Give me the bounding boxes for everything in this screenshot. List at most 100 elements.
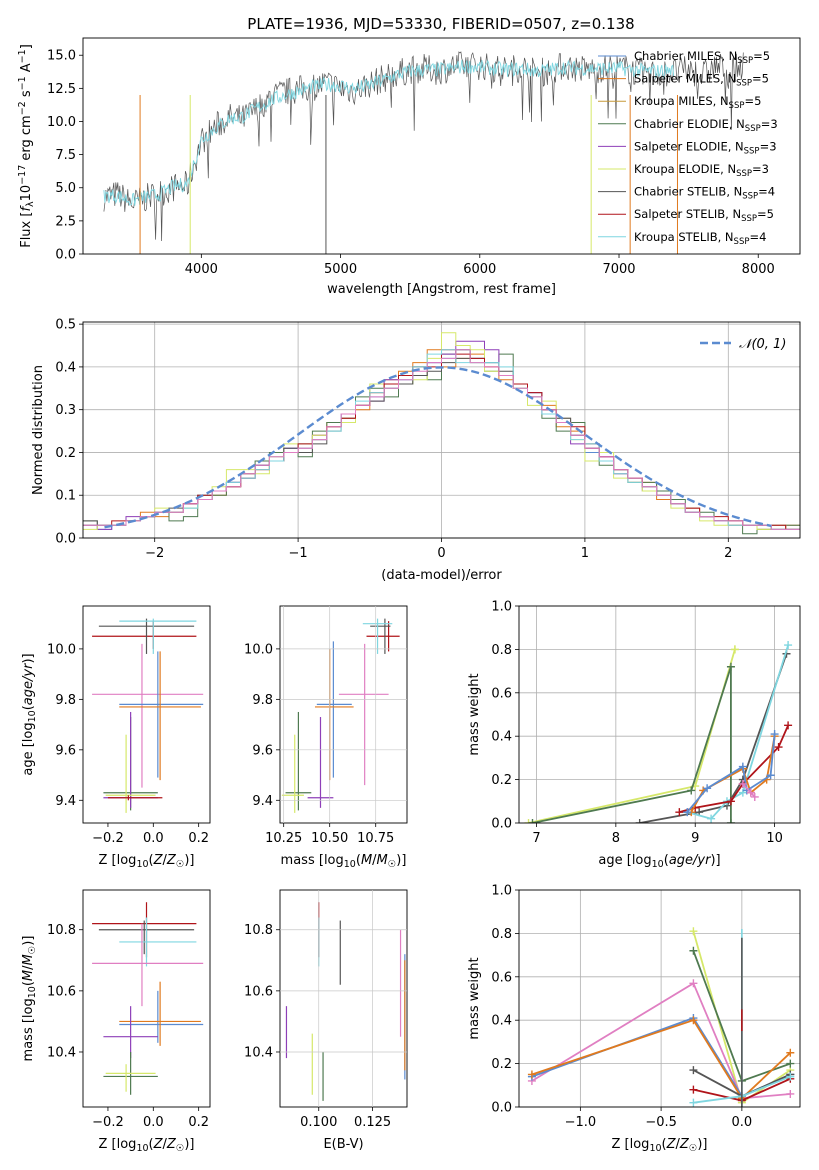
spectrum-ylabel: Flux [fλ10−17 erg cm−2 s−1 A−1] — [17, 44, 36, 248]
mass_vs_Z-xtick-label: 0.2 — [188, 1115, 209, 1130]
age_vs_Z-xlabel-part: 10 — [136, 859, 148, 870]
massweight-point-marker — [784, 721, 793, 730]
legend-entry: Salpeter ELODIE, NSSP=3 — [634, 139, 777, 156]
massweight-point-marker — [746, 788, 755, 797]
mass_vs_Z-xlabel-part: log — [117, 1137, 137, 1152]
residuals-xtick-label: −2 — [145, 546, 164, 561]
mass_vs_Z-xlabel-part: Z — [166, 1137, 177, 1152]
residuals-ytick-label: 0.5 — [55, 318, 76, 333]
massweight-point-marker — [675, 808, 684, 817]
massweight-point-marker — [730, 645, 739, 654]
mass_vs_Z-xlabel-part: Z — [153, 1137, 164, 1152]
massweight-point-marker — [528, 819, 537, 823]
spectrum-ylabel-part: Flux [ — [19, 212, 34, 248]
legend-entry-text: Kroupa ELODIE, N — [634, 162, 736, 176]
legend-entry-tail: =4 — [758, 185, 775, 199]
massweight-point-marker — [784, 641, 793, 650]
legend-entry-text: Chabrier MILES, N — [634, 49, 737, 63]
age_vs_Z-xlabel-part: / — [163, 853, 168, 868]
age_vs_Z-xtick-label: 0.2 — [188, 831, 209, 846]
mass_vs_Z-ylabel-part: M — [21, 970, 36, 981]
massweight_vs_age-xtick-label: 8 — [612, 831, 620, 846]
spectrum-ytick-label: 5.0 — [55, 181, 76, 196]
age_vs_mass-ytick-label: 9.4 — [252, 794, 273, 809]
legend-entry-sub: SSP — [734, 237, 750, 247]
massweight-point-marker — [786, 1048, 795, 1057]
spectrum-xtick-label: 8000 — [742, 262, 775, 277]
massweight-series-line — [532, 666, 732, 823]
spectrum-xtick-label: 6000 — [463, 262, 496, 277]
legend-entry-tail: =3 — [752, 162, 769, 176]
massweight-point-marker — [689, 1066, 698, 1075]
massweight_vs_Z-xlabel-part: / — [676, 1137, 681, 1152]
spectrum-ytick-label: 10.0 — [47, 115, 76, 130]
spectrum-ytick-label: 2.5 — [55, 214, 76, 229]
massweight-point-marker — [786, 1072, 795, 1081]
mass_vs_Z-xlabel-part: / — [163, 1137, 168, 1152]
massweight_vs_age-xlabel: age [log10(age/yr)] — [598, 853, 720, 870]
massweight_vs_Z-ytick-label: 0.6 — [491, 970, 512, 985]
massweight_vs_age-xlabel-part: 10 — [652, 859, 664, 870]
age_vs_mass-ytick-label: 9.8 — [252, 693, 273, 708]
massweight_vs_age-xtick-label: 9 — [691, 831, 699, 846]
massweight-point-marker — [689, 1085, 698, 1094]
age_vs_Z-xlabel-part: )] — [184, 853, 194, 868]
massweight_vs_Z-xtick-label: 0.0 — [732, 1115, 753, 1130]
massweight_vs_Z-xlabel-part: Z [ — [611, 1137, 629, 1152]
massweight_vs_age-ytick-label: 0.8 — [491, 643, 512, 658]
massweight-point-marker — [524, 819, 533, 823]
massweight_vs_age-ytick-label: 0.6 — [491, 686, 512, 701]
mass_vs_Z-ytick-label: 10.4 — [47, 1045, 76, 1060]
age_vs_Z-ylabel-part: 10 — [27, 710, 38, 722]
age_vs_Z-xlabel-part: Z [ — [98, 853, 116, 868]
spectrum-xtick-label: 7000 — [602, 262, 635, 277]
mass_vs_Z-ylabel-part: mass [ — [21, 1018, 36, 1061]
massweight_vs_Z-ytick-label: 1.0 — [491, 884, 512, 899]
normal-curve-line — [104, 366, 772, 529]
mass_vs_ebv-ytick-label: 10.6 — [244, 984, 273, 999]
legend-entry: Salpeter STELIB, NSSP=5 — [634, 207, 774, 224]
age_vs_Z-xtick-label: 0.0 — [143, 831, 164, 846]
mass_vs_Z-ytick-label: 10.6 — [47, 984, 76, 999]
residuals-ytick-label: 0.3 — [55, 403, 76, 418]
legend-entry-text: Chabrier ELODIE, N — [634, 117, 745, 131]
legend-entry-sub: SSP — [744, 146, 760, 156]
residuals-ylabel: Normed distribution — [31, 365, 46, 495]
figure-title: PLATE=1936, MJD=53330, FIBERID=0507, z=0… — [247, 15, 634, 33]
residuals-xlabel: (data-model)/error — [381, 568, 502, 583]
legend-entry-sub: SSP — [729, 101, 745, 111]
legend-entry-text: Chabrier STELIB, N — [634, 185, 742, 199]
mass_vs_Z-xlabel-part: ☉ — [176, 1143, 185, 1154]
massweight_vs_Z-panel: −1.0 −0.5 0.00.00.20.40.60.81.0Z [log10(Z/… — [467, 884, 801, 1154]
legend-entry-tail: =5 — [744, 94, 761, 108]
legend-entry: Salpeter MILES, NSSP=5 — [634, 72, 769, 89]
massweight-series-line — [686, 733, 776, 813]
age_vs_Z-ytick-label: 10.0 — [47, 642, 76, 657]
massweight-point-marker — [689, 979, 698, 988]
massweight-point-marker — [689, 927, 698, 936]
massweight-point-marker — [689, 1098, 698, 1107]
mass_vs_Z-panel: −0.2 0.0 0.210.410.610.8Z [log10(Z/Z☉)]mas… — [21, 889, 211, 1154]
legend-entry-sub: SSP — [745, 124, 761, 134]
mass_vs_Z-ylabel-part: / — [21, 965, 36, 970]
spectrum-series-line — [103, 51, 744, 242]
age_vs_mass-xlabel-part: / — [372, 853, 377, 868]
legend-entry-text: Kroupa STELIB, N — [634, 230, 734, 244]
legend-entry-tail: =4 — [749, 230, 766, 244]
mass_vs_Z-xlabel-part: 10 — [136, 1143, 148, 1154]
age_vs_Z-ylabel-part: log — [21, 722, 36, 742]
legend-entry-tail: =3 — [760, 139, 777, 153]
legend-entry: Kroupa STELIB, NSSP=4 — [634, 230, 766, 247]
massweight-point-marker — [726, 662, 735, 671]
mass_vs_Z-ylabel-part: ☉ — [27, 946, 38, 955]
legend-entry-sub: SSP — [737, 56, 753, 66]
spectrum-ylabel-part: −1 — [17, 76, 28, 90]
massweight-point-marker — [635, 819, 644, 823]
massweight-series-line — [639, 653, 788, 823]
legend-entry-text: Salpeter STELIB, N — [634, 207, 741, 221]
massweight-point-marker — [687, 786, 696, 795]
mass_vs_ebv-xlabel: E(B-V) — [323, 1137, 363, 1152]
age_vs_mass-ytick-label: 10.0 — [244, 642, 273, 657]
massweight-series-line — [531, 981, 791, 1100]
age_vs_Z-ytick-label: 9.8 — [55, 693, 76, 708]
